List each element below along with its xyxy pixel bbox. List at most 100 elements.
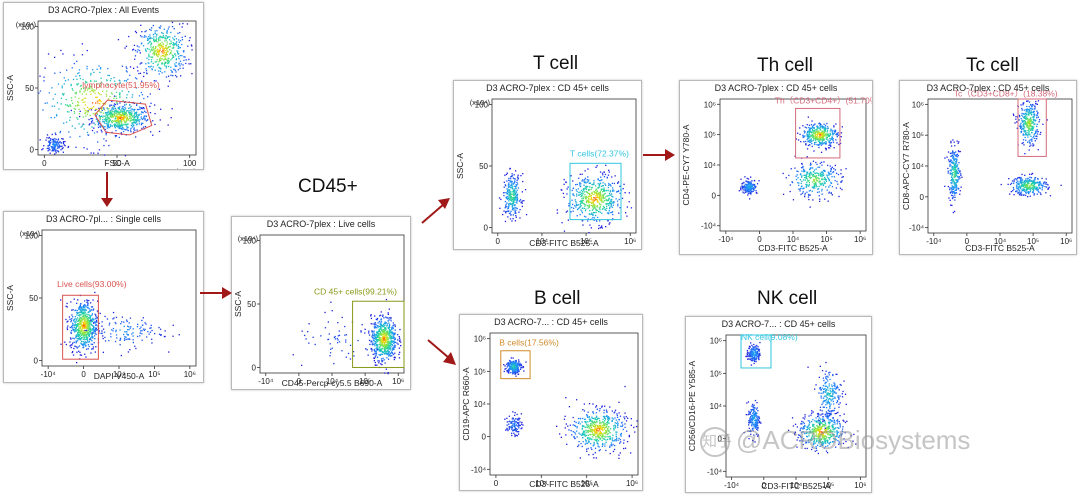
data-point [43,80,44,81]
data-point [113,98,114,99]
data-point [70,345,71,346]
data-point [75,327,76,328]
data-point [143,98,144,99]
data-point [107,68,108,69]
data-point [176,62,177,63]
data-point [80,324,81,325]
data-point [380,342,381,343]
data-point [609,222,610,223]
data-point [384,327,385,328]
data-point [121,132,122,133]
data-point [113,317,114,318]
data-point [513,194,514,195]
data-point [810,172,811,173]
data-point [157,56,158,57]
data-point [389,317,390,318]
data-point [604,207,605,208]
data-point [1032,130,1033,131]
data-point [64,342,65,343]
data-point [806,182,807,183]
data-point [394,357,395,358]
data-point [159,36,160,37]
data-point [130,110,131,111]
data-point [1029,149,1030,150]
data-point [161,56,162,57]
data-point [599,207,600,208]
data-point [372,342,373,343]
data-point [149,334,150,335]
data-point [107,318,108,319]
data-point [386,322,387,323]
data-point [81,335,82,336]
data-point [1020,126,1021,127]
data-point [798,185,799,186]
data-point [60,131,61,132]
data-point [607,212,608,213]
data-point [86,339,87,340]
data-point [581,190,582,191]
data-point [606,190,607,191]
data-point [82,319,83,320]
data-point [179,68,180,69]
data-point [517,208,518,209]
data-point [89,315,90,316]
data-point [94,333,95,334]
data-point [817,180,818,181]
data-point [76,352,77,353]
data-point [183,51,184,52]
data-point [824,132,825,133]
data-point [745,190,746,191]
data-point [80,309,81,310]
data-point [173,47,174,48]
data-point [133,328,134,329]
data-point [625,192,626,193]
data-point [379,330,380,331]
data-point [1028,119,1029,120]
data-point [823,136,824,137]
data-point [747,188,748,189]
data-point [114,111,115,112]
data-point [75,128,76,129]
data-point [115,130,116,131]
data-point [381,364,382,365]
data-point [591,214,592,215]
data-point [618,213,619,214]
data-point [100,313,101,314]
data-point [126,68,127,69]
data-point [329,355,330,356]
data-point [113,77,114,78]
data-point [108,108,109,109]
data-point [81,317,82,318]
data-point [182,64,183,65]
data-point [150,103,151,104]
data-point [89,346,90,347]
data-point [171,43,172,44]
data-point [387,350,388,351]
data-point [841,177,842,178]
data-point [186,59,187,60]
data-point [801,177,802,178]
data-point [1029,121,1030,122]
data-point [601,186,602,187]
data-point [382,331,383,332]
data-point [151,330,152,331]
data-point [66,321,67,322]
panel-single-cells: D3 ACRO-7pl... : Single cells Live cells… [3,211,204,383]
data-point [1021,126,1022,127]
data-point [179,334,180,335]
data-point [74,338,75,339]
data-point [508,205,509,206]
data-point [566,193,567,194]
data-point [745,184,746,185]
data-point [89,324,90,325]
data-point [150,93,151,94]
data-point [346,334,347,335]
data-point [104,126,105,127]
data-point [584,179,585,180]
data-point [840,181,841,182]
data-point [814,169,815,170]
data-point [364,332,365,333]
data-point [106,95,107,96]
data-point [101,131,102,132]
data-point [92,336,93,337]
